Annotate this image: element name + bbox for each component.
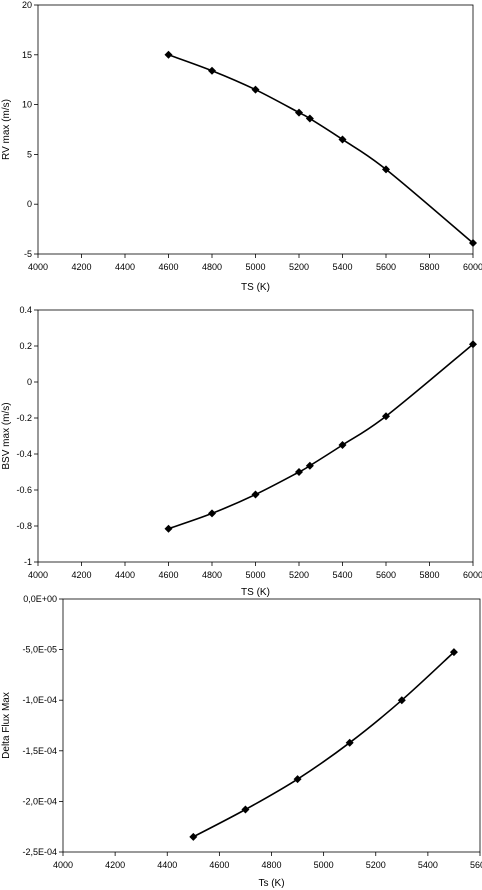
x-tick-label: 6000 — [463, 570, 482, 580]
x-tick-label: 4000 — [28, 262, 48, 272]
series-line — [168, 343, 474, 530]
x-axis-label: TS (K) — [241, 282, 270, 293]
data-point — [338, 441, 347, 449]
x-tick-label: 5200 — [289, 570, 309, 580]
y-tick-label: -1 — [24, 557, 32, 567]
y-axis-label: Delta Flux Max — [1, 692, 12, 759]
x-axis-label: Ts (K) — [258, 878, 284, 889]
data-point — [469, 340, 477, 349]
y-tick-label: 0.4 — [19, 305, 32, 315]
x-tick-label: 5200 — [289, 262, 309, 272]
plot-frame — [62, 598, 481, 853]
x-tick-label: 4800 — [202, 570, 222, 580]
data-point — [305, 461, 314, 470]
series-line — [192, 651, 455, 838]
data-point — [241, 805, 250, 814]
x-tick-label: 6000 — [463, 262, 482, 272]
y-axis-label: RV max (m/s) — [1, 99, 12, 160]
x-tick-label: 5800 — [419, 262, 439, 272]
x-tick-label: 4000 — [53, 860, 73, 870]
data-point — [382, 165, 390, 174]
y-tick-label: -0.2 — [16, 413, 32, 423]
x-tick-label: 5200 — [366, 860, 386, 870]
y-tick-label: 0 — [27, 199, 32, 209]
y-tick-label: -2,5E-04 — [22, 847, 57, 857]
chart-2: 4000 4200 4400 4600 4800 5000 5200 5400 5600 5800… — [1, 305, 482, 598]
x-tick-label: 4200 — [71, 570, 91, 580]
data-point — [164, 524, 173, 533]
series-line — [168, 54, 474, 244]
x-tick-label: 4800 — [261, 860, 281, 870]
x-tick-label: 4400 — [115, 262, 135, 272]
y-tick-label: -5 — [24, 249, 32, 259]
data-point — [397, 696, 406, 705]
y-tick-label: -1,0E-04 — [22, 695, 57, 705]
data-point — [345, 738, 354, 747]
y-tick-label: 0.2 — [19, 341, 32, 351]
y-tick-label: -0.4 — [16, 449, 32, 459]
data-point — [295, 468, 303, 476]
chart-1: 4000 4200 4400 4600 4800 5000 5200 5400 5600 5800… — [1, 0, 482, 293]
y-tick-label: 0,0E+00 — [23, 594, 57, 604]
x-tick-label: 5600 — [376, 262, 396, 272]
y-tick-label: -5,0E-05 — [22, 645, 57, 655]
data-point — [382, 412, 390, 421]
data-point — [251, 85, 260, 94]
data-point — [293, 775, 302, 784]
data-point — [189, 832, 198, 841]
y-tick-label: 15 — [22, 50, 32, 60]
x-tick-label: 4800 — [202, 262, 222, 272]
x-tick-label: 5000 — [314, 860, 334, 870]
y-tick-label: 10 — [22, 100, 32, 110]
y-axis-label: BSV max (m/s) — [1, 402, 12, 469]
data-point — [295, 108, 303, 117]
data-point — [338, 135, 347, 144]
x-tick-label: 4200 — [71, 262, 91, 272]
x-tick-label: 4400 — [157, 860, 177, 870]
x-tick-label: 5600 — [376, 570, 396, 580]
y-tick-label: 20 — [22, 0, 32, 10]
x-tick-label: 5400 — [332, 262, 352, 272]
x-tick-label: 4000 — [28, 570, 48, 580]
x-tick-label: 5000 — [245, 570, 265, 580]
plot-frame — [37, 4, 474, 255]
data-point — [208, 66, 216, 75]
x-tick-label: 5600 — [470, 860, 482, 870]
data-point — [449, 648, 458, 657]
y-tick-label: 5 — [27, 149, 32, 159]
data-point — [251, 490, 260, 499]
x-tick-label: 5400 — [332, 570, 352, 580]
data-point — [469, 239, 477, 248]
y-tick-label: -1,5E-04 — [22, 746, 57, 756]
x-tick-label: 4200 — [105, 860, 125, 870]
x-tick-label: 4600 — [158, 570, 178, 580]
x-tick-label: 4600 — [158, 262, 178, 272]
y-tick-label: -0.8 — [16, 521, 32, 531]
x-tick-label: 5400 — [418, 860, 438, 870]
y-tick-label: -0.6 — [16, 485, 32, 495]
plot-frame — [37, 309, 474, 563]
y-tick-label: -2,0E-04 — [22, 796, 57, 806]
data-point — [305, 114, 314, 123]
chart-3: 4000 4200 4400 4600 4800 5000 5200 5400 5600 -2,5… — [1, 594, 482, 889]
x-tick-label: 4400 — [115, 570, 135, 580]
x-axis-label: TS (K) — [241, 587, 270, 598]
x-tick-label: 5800 — [419, 570, 439, 580]
data-point — [208, 509, 216, 518]
x-tick-label: 4600 — [209, 860, 229, 870]
y-tick-label: 0 — [27, 377, 32, 387]
x-tick-label: 5000 — [245, 262, 265, 272]
data-point — [164, 50, 173, 59]
